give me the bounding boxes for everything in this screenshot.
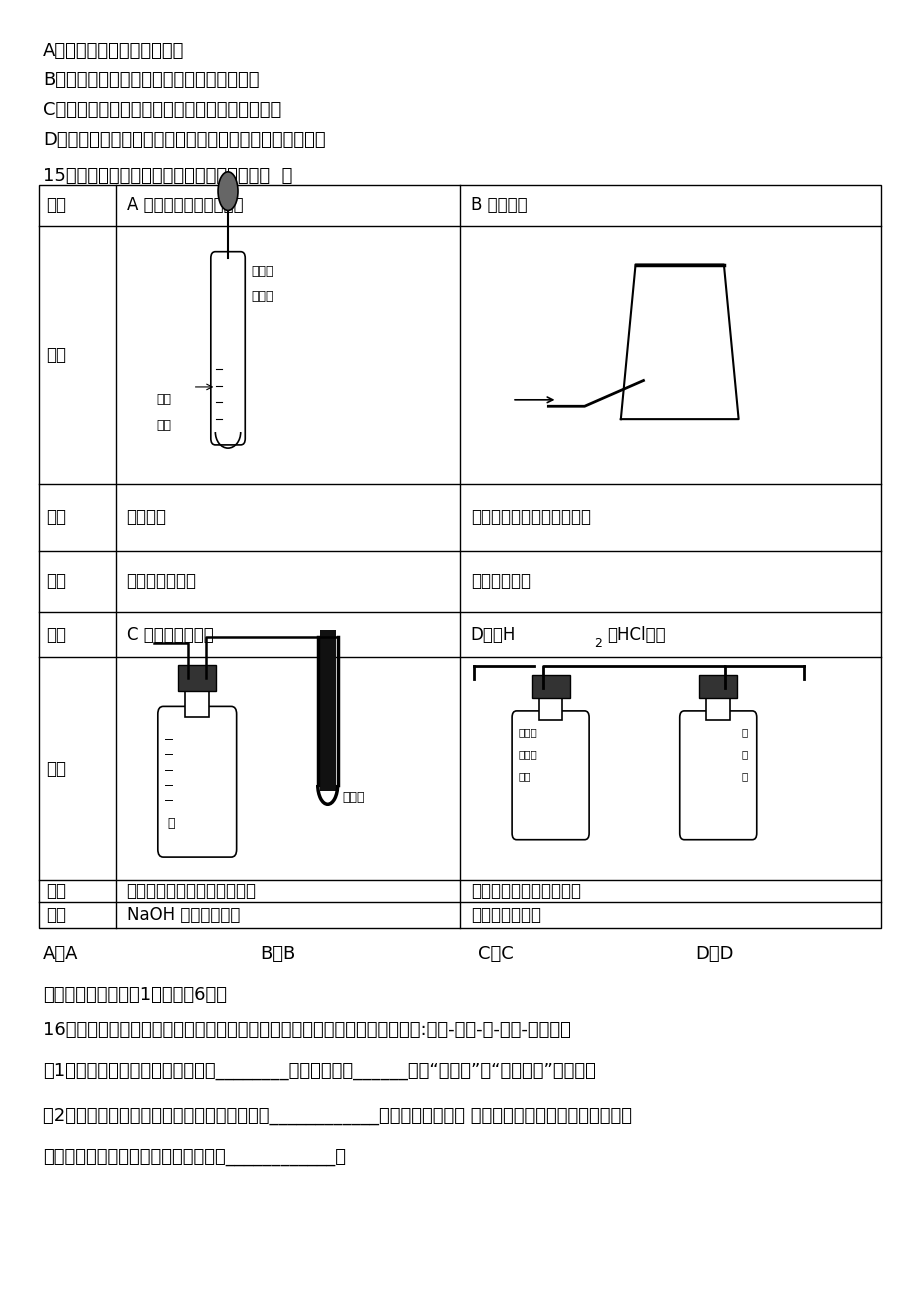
Text: B 验证氢气: B 验证氢气 [471,197,527,215]
FancyBboxPatch shape [210,251,245,445]
Text: 2: 2 [594,638,601,651]
Text: 红墨水: 红墨水 [342,792,364,805]
Text: （2）目前燃油汽车的燃料是汽油、柴油，都是____________炼制加工得到的。 压缩天然气也可用作气车燃料，其: （2）目前燃油汽车的燃料是汽油、柴油，都是____________炼制加工得到的… [43,1107,631,1125]
Bar [166,806,227,844]
Text: 15．下列实验操作、现象和结论均正确的是（  ）: 15．下列实验操作、现象和结论均正确的是（ ） [43,167,292,185]
Bar [531,674,569,698]
Text: 红墨水液面左端下降右端上升: 红墨水液面左端下降右端上升 [127,883,256,900]
Text: C 研究溶解吸放热: C 研究溶解吸放热 [127,626,213,644]
Text: 目的: 目的 [46,626,66,644]
Text: D除去H: D除去H [471,626,516,644]
Text: 溶液变蓝: 溶液变蓝 [127,508,166,526]
Text: 无色: 无色 [156,393,171,406]
Text: 硫: 硫 [741,750,747,759]
Polygon shape [620,264,738,419]
Text: 酸: 酸 [741,772,747,781]
Text: A 检验溶液是否是碗溶液: A 检验溶液是否是碗溶液 [127,197,243,215]
FancyBboxPatch shape [158,707,236,857]
Text: 浓: 浓 [741,728,747,738]
Text: 二、填空题（本大题1小题，兲6分）: 二、填空题（本大题1小题，兲6分） [43,986,227,1004]
Text: D．二氧化碳容易形成酸雨，因为二氧化碳溶于水生成碳酸: D．二氧化碳容易形成酸雨，因为二氧化碳溶于水生成碳酸 [43,130,325,148]
Bar [698,674,736,698]
Text: 中HCl气体: 中HCl气体 [607,626,664,644]
Text: B．氮气的含量最多且不活泼，常用作保护气: B．氮气的含量最多且不活泼，常用作保护气 [43,72,259,90]
Text: 现象: 现象 [46,883,66,900]
Text: 紫色石: 紫色石 [251,264,274,277]
Text: A．A: A．A [43,945,79,962]
Text: 蕊溶液: 蕊溶液 [251,290,274,303]
Text: 现象: 现象 [46,508,66,526]
Bar [217,349,239,426]
Bar [706,691,730,720]
FancyBboxPatch shape [679,711,756,840]
Text: 气体燃烧，烧杯内壁有水雾: 气体燃烧，烧杯内壁有水雾 [471,508,590,526]
Bar [178,665,216,691]
Text: 该气体为氢气: 该气体为氢气 [471,573,530,590]
Text: （1）上述燃料中属于化石燃料的是________，它们都属于______（填“可再生”或“不可再生”）能源。: （1）上述燃料中属于化石燃料的是________，它们都属于______（填“可… [43,1062,596,1079]
Text: 水: 水 [167,818,176,831]
Ellipse shape [218,172,238,211]
Bar [319,630,335,792]
Bar [539,691,562,720]
Text: 饱和碳: 饱和碳 [518,728,537,738]
Text: 溶液: 溶液 [156,419,171,432]
Text: 16．人类的生产和生活都离不开燃料。下面是人类大规模使用燃料的大致顺序:木材-木炭-煤-石油-天然气。: 16．人类的生产和生活都离不开燃料。下面是人类大规模使用燃料的大致顺序:木材-木… [43,1021,571,1039]
Bar [519,776,580,828]
Text: 酸氢钓: 酸氢钓 [518,750,537,759]
Text: C．C: C．C [478,945,514,962]
Bar [687,776,748,828]
Text: 获得纯净的氢气: 获得纯净的氢气 [471,906,540,924]
Text: 结论: 结论 [46,906,66,924]
Text: D．D: D．D [695,945,733,962]
Text: A．氧气有助燃性，可作燃料: A．氧气有助燃性，可作燃料 [43,42,185,60]
Text: NaOH 固体溶解放热: NaOH 固体溶解放热 [127,906,240,924]
Text: 主要成分甲燃完全燃烧的化学方程式是____________。: 主要成分甲燃完全燃烧的化学方程式是____________。 [43,1148,346,1167]
Text: 操作: 操作 [46,346,66,363]
Text: 溶液: 溶液 [518,772,530,781]
Text: 结论: 结论 [46,573,66,590]
Bar [39,185,880,928]
FancyBboxPatch shape [512,711,588,840]
Text: C．一氧化碳污染空气，但其来源跟汽车尾气无关: C．一氧化碳污染空气，但其来源跟汽车尾气无关 [43,102,281,118]
Bar [186,685,209,716]
Text: 瓶中长导管口有气泡冒出: 瓶中长导管口有气泡冒出 [471,883,580,900]
Text: 目的: 目的 [46,197,66,215]
Text: B．B: B．B [260,945,296,962]
Text: 操作: 操作 [46,760,66,777]
Text: 该溶液为碗溶液: 该溶液为碗溶液 [127,573,197,590]
